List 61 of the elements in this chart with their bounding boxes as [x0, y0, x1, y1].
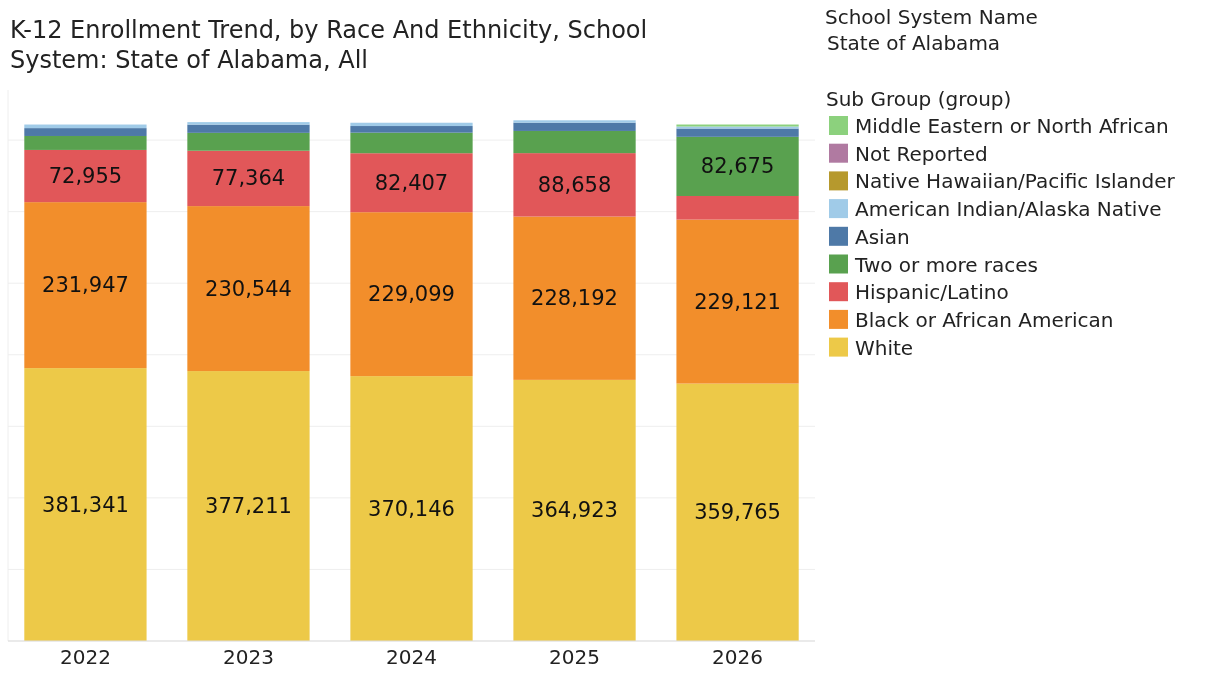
text: State of Alabama [827, 31, 1001, 55]
text: School System Name [825, 5, 1038, 29]
bar [24, 149, 147, 203]
bar [513, 379, 636, 641]
bar [350, 153, 473, 213]
legend-title: Sub Group (group) [826, 87, 1012, 111]
legend-label: Two or more races [854, 252, 1039, 277]
bar [350, 126, 473, 133]
data-label: 88,658 [537, 172, 612, 197]
data-label: 72,955 [48, 164, 123, 189]
data-label: 82,407 [374, 170, 449, 195]
bar [513, 120, 636, 123]
bar [676, 219, 799, 384]
legend-label: Not Reported [855, 141, 988, 166]
chart-title: K-12 Enrollment Trend, by Race And Ethnicity, School System: State of Alabama, All [10, 16, 648, 74]
legend-label: White [855, 335, 914, 360]
data-label: 82,675 [700, 154, 775, 179]
bar [676, 136, 799, 196]
x-tick-label: 2024 [386, 645, 437, 669]
data-label: 230,544 [205, 276, 292, 301]
data-label: 77,364 [211, 166, 286, 191]
bar [350, 212, 473, 377]
x-tick-label: 2022 [59, 645, 111, 669]
data-label: 229,099 [368, 282, 455, 307]
bar [350, 132, 473, 154]
bar [187, 150, 310, 207]
x-tick-label: 2026 [712, 645, 764, 669]
bar [24, 128, 147, 136]
bar [350, 122, 473, 127]
bar [513, 122, 636, 131]
bar [513, 130, 636, 154]
bar [187, 132, 310, 151]
data-label: 377,211 [205, 494, 292, 519]
data-label: 228,192 [531, 286, 618, 311]
x-tick-label: 2025 [549, 645, 600, 669]
legend-label: Hispanic/Latino [855, 280, 1009, 305]
x-tick-label: 2023 [223, 645, 274, 669]
bar [187, 371, 310, 641]
legend-label: Black or African American [855, 307, 1114, 332]
bar [24, 135, 147, 150]
bar [676, 128, 799, 137]
legend-label: Middle Eastern or North African [855, 114, 1169, 138]
bar [513, 216, 636, 380]
data-label: 359,765 [694, 500, 781, 525]
bar [187, 122, 310, 125]
bar [676, 383, 799, 641]
legend-label: American Indian/Alaska Native [855, 197, 1162, 222]
data-label: 364,923 [531, 498, 618, 523]
data-label: 229,121 [694, 289, 781, 314]
data-label: 231,947 [42, 273, 129, 298]
data-label: 370,146 [368, 496, 455, 521]
legend-label: Native Hawaiian/Pacific Islander [855, 169, 1176, 194]
bar [513, 153, 636, 217]
bar [187, 206, 310, 372]
bar [24, 368, 147, 641]
bar [24, 202, 147, 369]
bar [187, 124, 310, 133]
bar [676, 195, 799, 220]
data-label: 381,341 [42, 492, 129, 517]
bar [350, 376, 473, 641]
legend-label: Asian [855, 224, 910, 249]
